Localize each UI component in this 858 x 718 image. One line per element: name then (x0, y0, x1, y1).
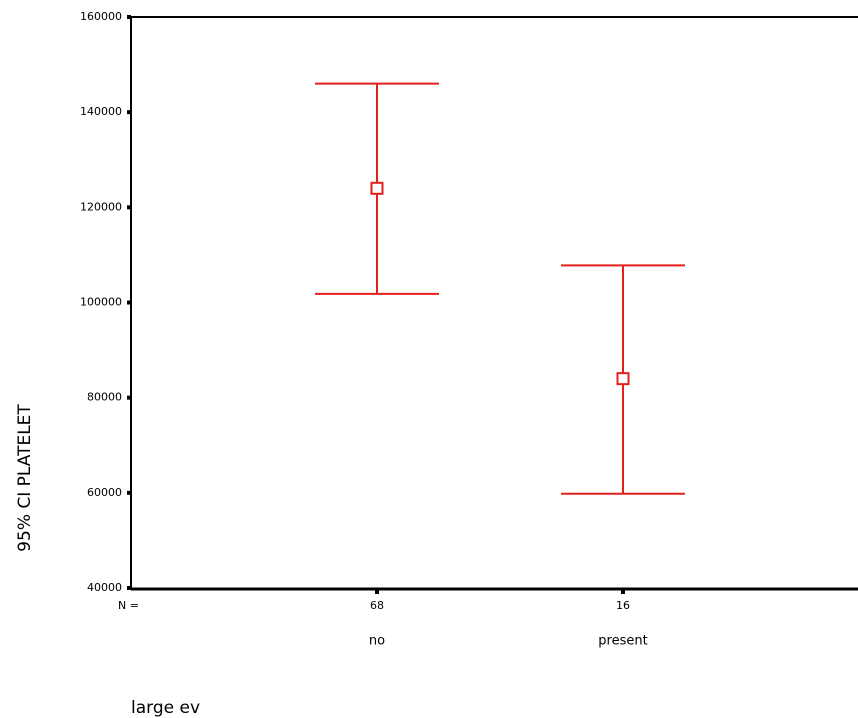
y-tick-label: 40000 (87, 581, 122, 594)
y-axis-title: 95% CI PLATELET (15, 404, 35, 552)
x-tick-label: present (598, 634, 647, 649)
x-tick-label: no (369, 634, 385, 649)
n-value: 16 (616, 599, 630, 612)
x-tick (621, 590, 625, 594)
y-tick-label: 120000 (80, 200, 122, 213)
x-tick (375, 590, 379, 594)
y-tick (127, 205, 131, 210)
n-value: 68 (370, 599, 384, 612)
y-tick-label: 140000 (80, 105, 122, 118)
n-label: N = (118, 599, 139, 612)
y-tick (127, 300, 131, 305)
y-tick-label: 100000 (80, 296, 122, 309)
y-tick (127, 110, 131, 115)
y-tick (127, 490, 131, 495)
x-axis-title: large ev (131, 698, 200, 718)
mean-marker (616, 372, 630, 386)
y-tick (127, 586, 131, 590)
y-tick (127, 395, 131, 400)
y-tick (127, 15, 131, 19)
y-tick-label: 160000 (80, 10, 122, 23)
mean-marker (370, 181, 384, 195)
y-tick-label: 60000 (87, 486, 122, 499)
y-tick-label: 80000 (87, 391, 122, 404)
